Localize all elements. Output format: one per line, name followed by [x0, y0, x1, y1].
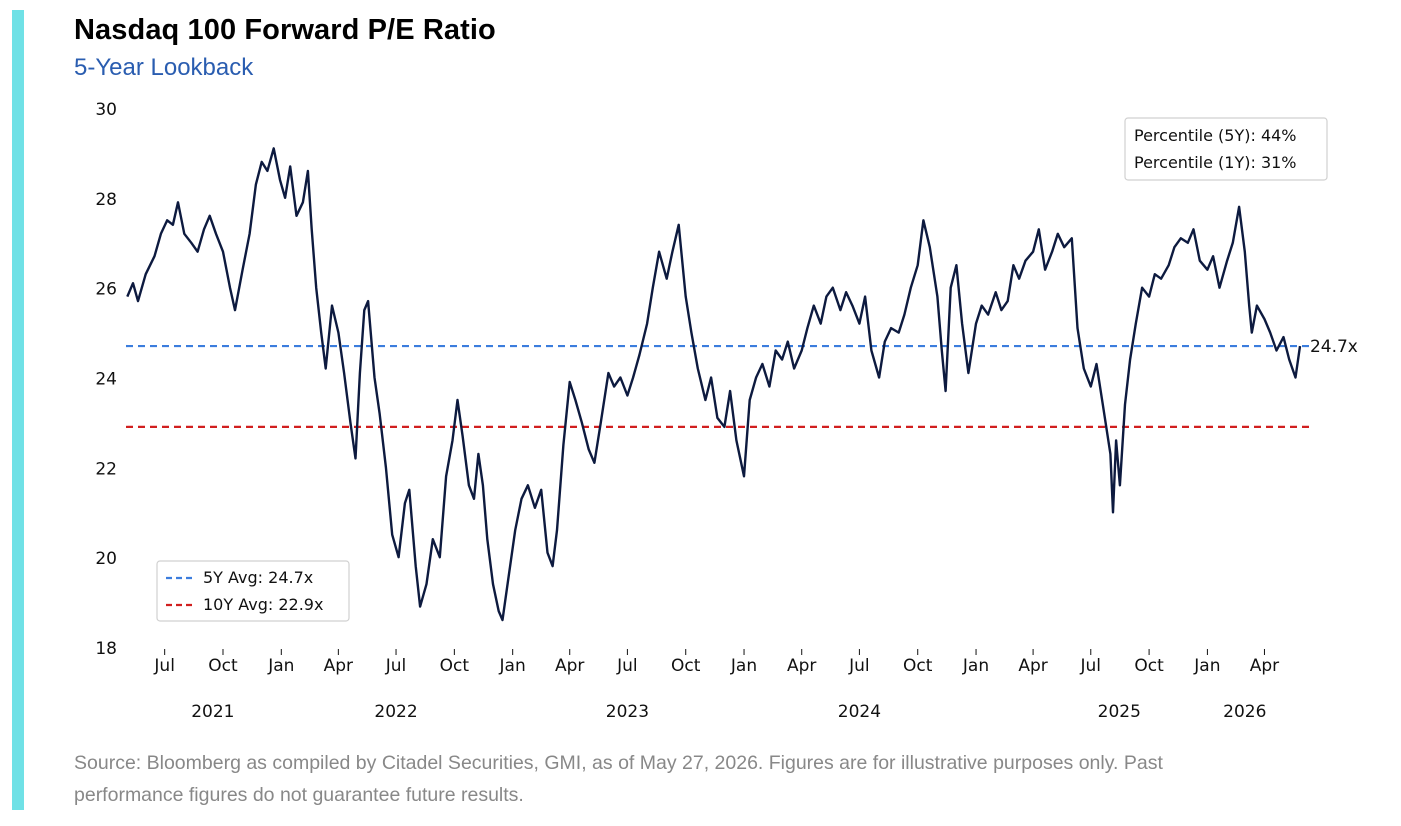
y-tick-label: 18: [95, 639, 117, 659]
x-tick-label: Oct: [1134, 656, 1164, 676]
x-tick-label: Jan: [499, 656, 526, 676]
y-axis-ticks: 18 20 22 24 26 28 30: [95, 100, 117, 659]
legend-label-5y: 5Y Avg: 24.7x: [203, 568, 313, 587]
footnote-line-2: performance figures do not guarantee fut…: [74, 784, 524, 806]
x-year-label: 2022: [374, 702, 417, 722]
legend-frame: [156, 560, 350, 622]
x-tick-label: Jul: [848, 656, 870, 676]
x-axis-month-ticks: Jul Oct Jan Apr Jul Oct Jan Apr Jul Oct Jan Apr Jul O…: [153, 649, 1279, 676]
x-tick-label: Jan: [1193, 656, 1220, 676]
y-tick-label: 26: [95, 280, 117, 300]
y-tick-label: 22: [95, 459, 117, 479]
average-lines: [126, 344, 1312, 429]
x-tick-label: Oct: [440, 656, 470, 676]
x-tick-label: Apr: [555, 656, 584, 676]
chart-subtitle: 5-Year Lookback: [74, 54, 254, 81]
x-tick-label: Jan: [730, 656, 757, 676]
legend-label-10y: 10Y Avg: 22.9x: [203, 595, 323, 614]
x-year-label: 2021: [191, 702, 234, 722]
x-tick-label: Apr: [1250, 656, 1279, 676]
x-tick-label: Jul: [153, 656, 175, 676]
x-axis-year-labels: 2021 2022 2023 2024 2025 2026: [191, 702, 1266, 722]
x-year-label: 2023: [606, 702, 649, 722]
x-tick-label: Apr: [324, 656, 353, 676]
y-tick-label: 24: [95, 370, 117, 390]
source-footnote: Source: Bloomberg as compiled by Citadel…: [74, 747, 1389, 811]
end-value-label-group: 24.7x: [1310, 337, 1358, 357]
x-tick-label: Oct: [903, 656, 933, 676]
percentile-1y: Percentile (1Y): 31%: [1134, 153, 1297, 172]
x-year-label: 2026: [1223, 702, 1266, 722]
x-tick-label: Apr: [1018, 656, 1047, 676]
x-tick-label: Jan: [267, 656, 294, 676]
end-value-label: 24.7x: [1310, 337, 1358, 357]
accent-bar: [12, 10, 24, 810]
x-tick-label: Jul: [616, 656, 638, 676]
x-tick-label: Apr: [787, 656, 816, 676]
series-line-forward-pe: [126, 147, 1302, 622]
footnote-line-1: Source: Bloomberg as compiled by Citadel…: [74, 752, 1163, 774]
y-tick-label: 30: [95, 100, 117, 120]
x-year-label: 2024: [838, 702, 881, 722]
x-year-label: 2025: [1098, 702, 1141, 722]
percentile-box: Percentile (5Y): 44% Percentile (1Y): 31…: [1124, 117, 1328, 181]
x-tick-label: Jul: [385, 656, 407, 676]
percentile-box-frame: [1124, 117, 1328, 181]
percentile-5y: Percentile (5Y): 44%: [1134, 126, 1297, 145]
x-tick-label: Oct: [671, 656, 701, 676]
x-tick-label: Jan: [962, 656, 989, 676]
y-tick-label: 20: [95, 549, 117, 569]
x-tick-label: Oct: [208, 656, 238, 676]
chart-title: Nasdaq 100 Forward P/E Ratio: [74, 14, 496, 46]
y-tick-label: 28: [95, 190, 117, 210]
x-tick-label: Jul: [1080, 656, 1102, 676]
legend: 5Y Avg: 24.7x 10Y Avg: 22.9x: [156, 560, 350, 622]
